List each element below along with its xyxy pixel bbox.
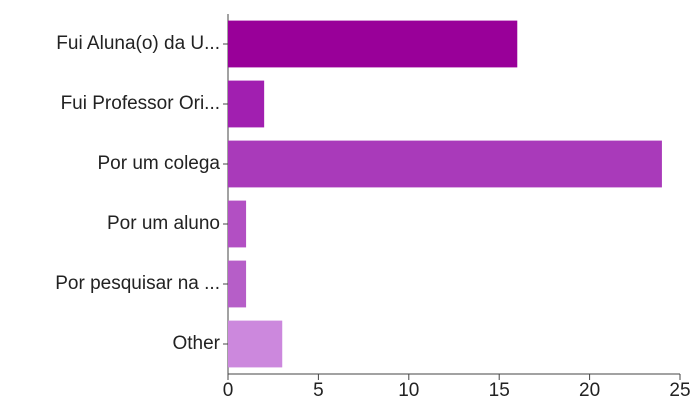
x-tick-label: 0 (223, 380, 234, 401)
y-tick-label: Other (172, 333, 220, 354)
y-tick-label: Por pesquisar na ... (55, 273, 220, 294)
bar (228, 200, 247, 248)
bar (228, 260, 247, 308)
bar (228, 20, 518, 68)
x-tick-label: 10 (398, 380, 419, 401)
x-tick-label: 25 (669, 380, 690, 401)
y-tick-label: Por um colega (97, 153, 220, 174)
x-tick-label: 5 (313, 380, 324, 401)
bar (228, 320, 283, 368)
x-tick-label: 15 (489, 380, 510, 401)
bar (228, 80, 265, 128)
x-tick-label: 20 (579, 380, 600, 401)
bar (228, 140, 662, 188)
y-tick-label: Por um aluno (107, 213, 220, 234)
y-tick-label: Fui Aluna(o) da U... (56, 33, 220, 54)
y-tick-label: Fui Professor Ori... (61, 93, 220, 114)
